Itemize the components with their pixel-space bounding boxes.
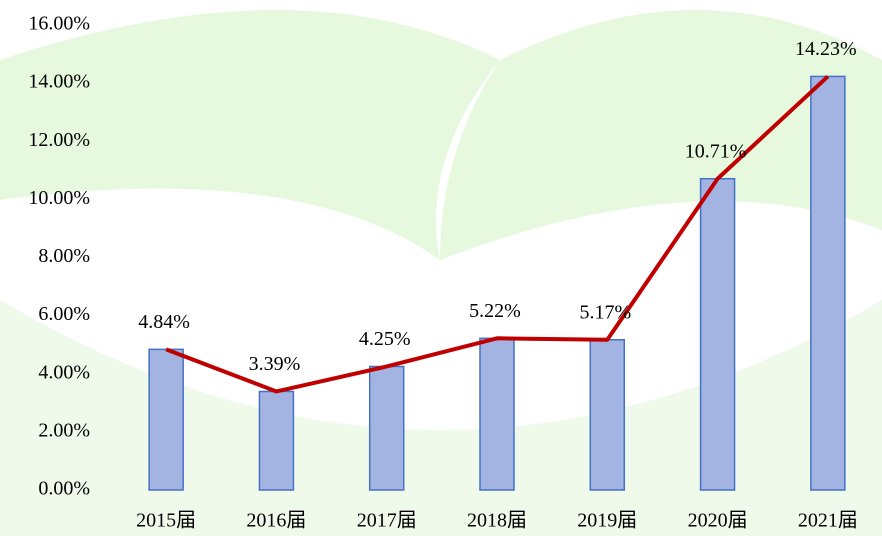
x-tick-label: 2015届 — [136, 510, 196, 532]
bar — [368, 365, 405, 491]
data-label: 10.71% — [685, 140, 747, 162]
y-tick-label: 14.00% — [28, 71, 90, 93]
x-tick-label: 2018届 — [467, 510, 527, 532]
y-tick-label: 4.00% — [38, 361, 90, 383]
bar — [148, 348, 184, 491]
y-tick-label: 16.00% — [28, 13, 90, 35]
x-tick-label: 2019届 — [577, 510, 637, 532]
bar — [810, 75, 846, 491]
bar — [699, 177, 736, 491]
watermark — [0, 10, 500, 260]
y-tick-label: 0.00% — [38, 478, 90, 500]
bar — [479, 337, 515, 491]
watermark — [0, 300, 882, 536]
data-label: 14.23% — [795, 38, 857, 60]
data-label: 5.17% — [579, 301, 631, 323]
line — [165, 74, 830, 394]
y-tick-label: 10.00% — [28, 187, 90, 209]
y-tick-label: 12.00% — [28, 129, 90, 151]
bar — [258, 390, 295, 491]
y-tick-label: 2.00% — [38, 419, 90, 441]
data-label: 5.22% — [469, 300, 521, 322]
x-tick-label: 2017届 — [357, 510, 417, 532]
x-tick-label: 2016届 — [246, 510, 306, 532]
x-tick-label: 2020届 — [688, 510, 748, 532]
data-label: 4.84% — [138, 311, 190, 333]
x-tick-label: 2021届 — [798, 510, 858, 532]
bar — [589, 338, 626, 491]
y-tick-label: 8.00% — [38, 245, 90, 267]
watermark — [440, 10, 882, 260]
data-label: 3.39% — [249, 353, 301, 375]
data-label: 4.25% — [359, 328, 411, 350]
y-tick-label: 6.00% — [38, 303, 90, 325]
